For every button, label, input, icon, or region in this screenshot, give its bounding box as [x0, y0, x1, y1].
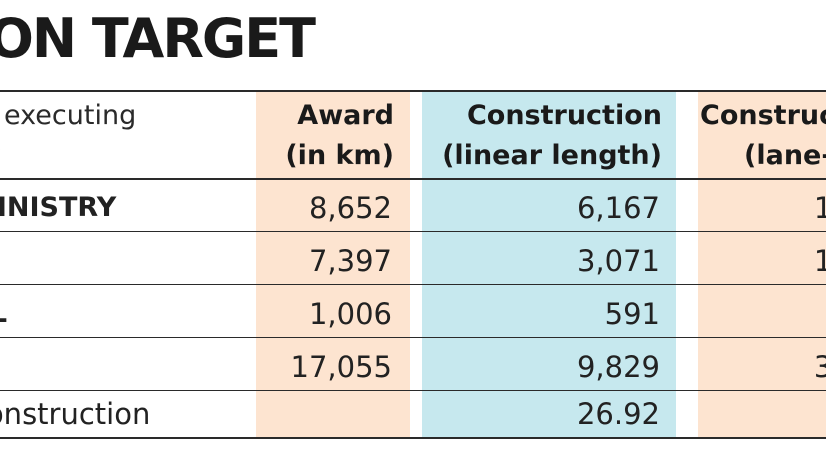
- row-divider: [0, 337, 826, 338]
- header-construction-line1: Construction: [466, 100, 662, 131]
- construction-cell: 6,167: [576, 191, 660, 225]
- lane-cell: 1,: [700, 288, 826, 340]
- row-divider: [0, 390, 826, 391]
- construction-cell: 591: [604, 297, 660, 331]
- row-divider: [0, 231, 826, 232]
- agency-cell: MINISTRY: [0, 192, 117, 223]
- header-bottom-rule: [0, 178, 826, 180]
- header-construction-line2: (linear length): [442, 140, 662, 171]
- award-cell: 17,055: [290, 350, 392, 384]
- table-bottom-rule: [0, 437, 826, 439]
- agency-cell: construction: [0, 397, 151, 431]
- header-construction: Construction (linear length): [430, 96, 662, 176]
- table-top-rule: [0, 90, 826, 92]
- lane-cell: 15,: [813, 244, 826, 278]
- construction-cell: 26.92: [576, 397, 660, 431]
- table-row: 7,397 3,071 15,: [0, 235, 826, 287]
- award-cell: 7,397: [308, 244, 392, 278]
- header-award-line1: Award: [297, 100, 394, 131]
- construction-cell: 9,829: [576, 350, 660, 384]
- header-lane: Constructi (lane-: [700, 96, 826, 176]
- construction-column-background: [422, 90, 676, 438]
- agency-cell: CL: [0, 288, 7, 340]
- header-award-line2: (in km): [285, 140, 394, 171]
- table-row: construction 26.92 9: [0, 390, 826, 437]
- lane-cell: 34,: [813, 350, 826, 384]
- lane-cell: 17,: [813, 191, 826, 225]
- award-cell: 8,652: [308, 191, 392, 225]
- header-award: Award (in km): [270, 96, 394, 176]
- header-lane-line1: Constructi: [700, 100, 826, 131]
- award-column-background: [256, 90, 410, 438]
- table-row: MINISTRY 8,652 6,167 17,: [0, 182, 826, 234]
- construction-cell: 3,071: [576, 244, 660, 278]
- award-cell: 1,006: [308, 297, 392, 331]
- table-row: 17,055 9,829 34,: [0, 341, 826, 393]
- page-title: ON TARGET: [0, 7, 316, 70]
- header-agency-line2: cy: [0, 136, 136, 176]
- lane-cell: 9: [700, 390, 826, 438]
- row-divider: [0, 284, 826, 285]
- lane-column-background: [698, 90, 826, 438]
- header-lane-line2: (lane-: [744, 140, 826, 171]
- table-row: CL 1,006 591 1,: [0, 288, 826, 340]
- header-agency-line1: ct executing: [0, 100, 137, 131]
- header-agency: ct executing cy: [0, 96, 136, 176]
